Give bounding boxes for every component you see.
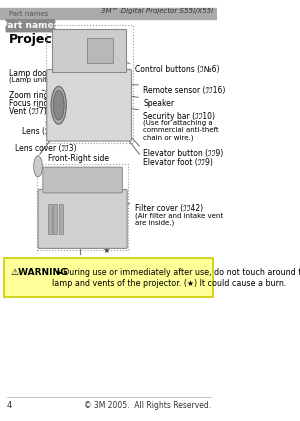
- Text: Filter cover (ℐℐ42): Filter cover (ℐℐ42): [135, 204, 203, 213]
- Bar: [53, 204, 57, 234]
- Text: (Air filter and intake vent: (Air filter and intake vent: [135, 213, 223, 219]
- Text: Lamp door (ℐℐ41): Lamp door (ℐℐ41): [9, 69, 75, 78]
- Text: Part names: Part names: [9, 11, 48, 17]
- Text: commercial anti-theft: commercial anti-theft: [143, 127, 219, 133]
- FancyBboxPatch shape: [47, 69, 131, 141]
- Text: (Use for attaching a: (Use for attaching a: [143, 120, 213, 126]
- FancyBboxPatch shape: [5, 19, 56, 32]
- Text: 3M™ Digital Projector S55i/X55i: 3M™ Digital Projector S55i/X55i: [101, 8, 213, 13]
- Text: (Lamp unit is inside.): (Lamp unit is inside.): [9, 77, 83, 83]
- Bar: [52, 29, 126, 72]
- Text: Projector: Projector: [9, 34, 73, 46]
- Text: chain or wire.): chain or wire.): [143, 134, 194, 141]
- Ellipse shape: [34, 156, 42, 177]
- Text: ►During use or immediately after use, do not touch around the
lamp and vents of : ►During use or immediately after use, do…: [52, 268, 300, 288]
- Text: Part names: Part names: [2, 21, 59, 30]
- Ellipse shape: [51, 86, 66, 124]
- Text: Lens cover (ℐℐ3): Lens cover (ℐℐ3): [15, 144, 77, 153]
- FancyBboxPatch shape: [43, 167, 122, 193]
- Text: Speaker: Speaker: [143, 99, 175, 108]
- Text: Lens (ℐℐ17): Lens (ℐℐ17): [22, 127, 64, 136]
- Bar: [0, 8, 217, 19]
- Text: ⚠WARNING: ⚠WARNING: [11, 268, 68, 277]
- Bar: [46, 25, 133, 143]
- Text: Bottom side: Bottom side: [57, 262, 104, 271]
- Text: ★: ★: [103, 246, 110, 255]
- Text: ★: ★: [76, 39, 85, 49]
- Text: Elevator foot (ℐℐ9): Elevator foot (ℐℐ9): [143, 158, 213, 167]
- Text: 4: 4: [7, 400, 12, 410]
- Bar: [87, 38, 113, 63]
- FancyBboxPatch shape: [4, 258, 213, 297]
- Text: are inside.): are inside.): [135, 220, 174, 226]
- Text: Zoom ring (ℐℐ19): Zoom ring (ℐℐ19): [9, 91, 74, 99]
- Text: Control buttons (ℐ№6): Control buttons (ℐ№6): [135, 65, 219, 74]
- Text: Front-Right side: Front-Right side: [48, 154, 109, 163]
- Text: Vent (ℐℐ7): Vent (ℐℐ7): [9, 107, 46, 116]
- Text: Security bar (ℐℐ10): Security bar (ℐℐ10): [143, 112, 215, 120]
- Ellipse shape: [53, 91, 64, 120]
- Text: © 3M 2005.  All Rights Reserved.: © 3M 2005. All Rights Reserved.: [84, 400, 211, 410]
- Text: Remote sensor (ℐℐ16): Remote sensor (ℐℐ16): [143, 86, 226, 95]
- Text: Focus ring (ℐℐ19): Focus ring (ℐℐ19): [9, 99, 73, 108]
- Bar: [48, 204, 52, 234]
- FancyBboxPatch shape: [38, 189, 127, 248]
- Bar: [37, 164, 128, 250]
- Bar: [59, 204, 63, 234]
- Text: Elevator button (ℐℐ9): Elevator button (ℐℐ9): [143, 149, 224, 158]
